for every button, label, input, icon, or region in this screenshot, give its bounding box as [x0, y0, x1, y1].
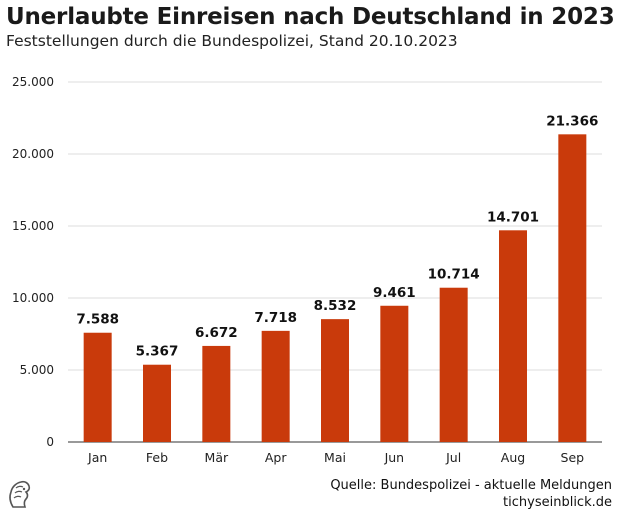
- bar: [558, 134, 587, 443]
- data-label: 9.461: [373, 285, 416, 301]
- bar: [261, 330, 290, 442]
- bar: [321, 319, 349, 442]
- data-label: 6.672: [195, 325, 238, 341]
- chart-subtitle: Feststellungen durch die Bundespolizei, …: [6, 32, 458, 50]
- y-tick-label: 5.000: [20, 363, 54, 377]
- data-label: 7.588: [76, 312, 119, 328]
- y-tick-label: 15.000: [12, 219, 54, 233]
- bar: [380, 305, 409, 442]
- x-tick-label: Mär: [205, 450, 229, 465]
- data-label: 7.718: [254, 310, 297, 326]
- x-tick-label: Jan: [87, 450, 107, 465]
- y-tick-label: 10.000: [12, 291, 54, 305]
- data-label: 21.366: [546, 113, 598, 129]
- data-label: 5.367: [136, 344, 179, 360]
- data-label: 8.532: [314, 298, 357, 314]
- x-tick-label: Feb: [146, 450, 168, 465]
- tichys-einblick-logo-icon: [9, 480, 31, 508]
- x-tick-label: Aug: [501, 450, 525, 465]
- site-credit: tichyseinblick.de: [503, 495, 612, 510]
- data-label: 10.714: [428, 267, 480, 283]
- x-tick-label: Jun: [384, 450, 405, 465]
- data-label: 14.701: [487, 209, 539, 225]
- y-tick-label: 0: [46, 435, 54, 449]
- x-tick-label: Apr: [265, 450, 287, 465]
- bar: [202, 345, 231, 442]
- y-tick-label: 20.000: [12, 147, 54, 161]
- bar: [143, 364, 171, 442]
- x-tick-label: Jul: [445, 450, 461, 465]
- x-tick-label: Mai: [324, 450, 346, 465]
- bar: [439, 287, 468, 442]
- bar: [83, 332, 112, 442]
- source-note: Quelle: Bundespolizei - aktuelle Meldung…: [330, 478, 612, 493]
- chart-title: Unerlaubte Einreisen nach Deutschland in…: [6, 4, 615, 30]
- x-tick-label: Sep: [561, 450, 585, 465]
- bar: [499, 230, 527, 442]
- y-tick-label: 25.000: [12, 75, 54, 89]
- bar-chart: 0 5.000 10.000 15.000 20.000 25.000 7.588 Jan 5.…: [12, 75, 602, 465]
